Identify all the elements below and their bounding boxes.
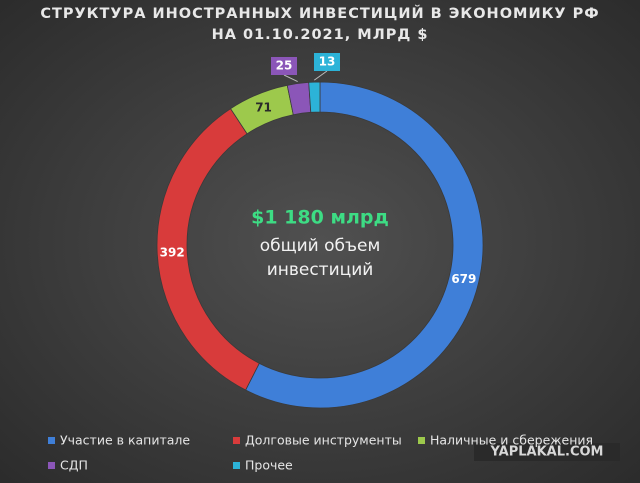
data-label: 13 xyxy=(319,55,336,69)
legend-swatch xyxy=(48,437,55,444)
leader-line xyxy=(313,70,328,81)
donut-segment xyxy=(308,81,321,113)
legend-label: СДП xyxy=(60,458,88,473)
data-label: 71 xyxy=(255,101,272,115)
legend-label: Наличные и сбережения xyxy=(430,433,593,448)
legend-label: Прочее xyxy=(245,458,293,473)
legend-swatch xyxy=(233,462,240,469)
center-caption: инвестиций xyxy=(267,260,374,280)
legend-label: Долговые инструменты xyxy=(245,433,402,448)
legend-swatch xyxy=(418,437,425,444)
data-label: 679 xyxy=(451,272,476,286)
data-label: 25 xyxy=(276,59,293,73)
watermark: YAPLAKAL.COM xyxy=(490,445,604,460)
label-box xyxy=(271,57,297,75)
chart-title: СТРУКТУРА ИНОСТРАННЫХ ИНВЕСТИЦИЙ В ЭКОНО… xyxy=(40,5,599,22)
watermark-bg xyxy=(474,443,620,461)
chart-subtitle: НА 01.10.2021, МЛРД $ xyxy=(212,27,429,43)
leader-line xyxy=(283,74,298,82)
legend-swatch xyxy=(233,437,240,444)
donut-segment xyxy=(245,81,484,409)
center-total: $1 180 млрд xyxy=(251,207,389,229)
legend-swatch xyxy=(48,462,55,469)
legend-label: Участие в капитале xyxy=(60,433,190,448)
data-label: 392 xyxy=(160,245,185,259)
center-caption: общий объем xyxy=(260,236,381,256)
label-box xyxy=(314,53,340,71)
